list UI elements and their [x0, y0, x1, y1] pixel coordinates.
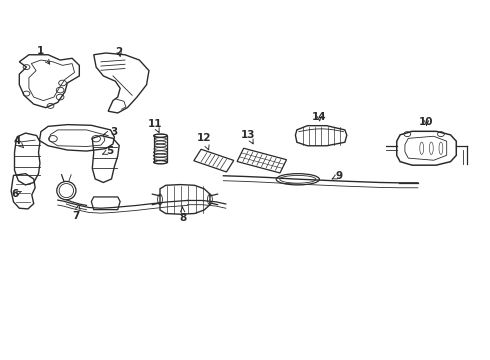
Text: 10: 10	[419, 117, 434, 127]
Text: 14: 14	[312, 112, 327, 122]
Text: 3: 3	[104, 127, 118, 138]
Text: 5: 5	[103, 146, 113, 156]
Text: 9: 9	[332, 171, 342, 181]
Text: 4: 4	[13, 136, 24, 148]
Text: 1: 1	[36, 46, 49, 64]
Text: 8: 8	[179, 207, 186, 223]
Text: 6: 6	[11, 189, 21, 199]
Text: 11: 11	[147, 118, 162, 132]
Text: 7: 7	[73, 205, 80, 221]
Text: 2: 2	[116, 47, 123, 57]
Text: 13: 13	[241, 130, 256, 144]
Text: 12: 12	[197, 133, 211, 150]
